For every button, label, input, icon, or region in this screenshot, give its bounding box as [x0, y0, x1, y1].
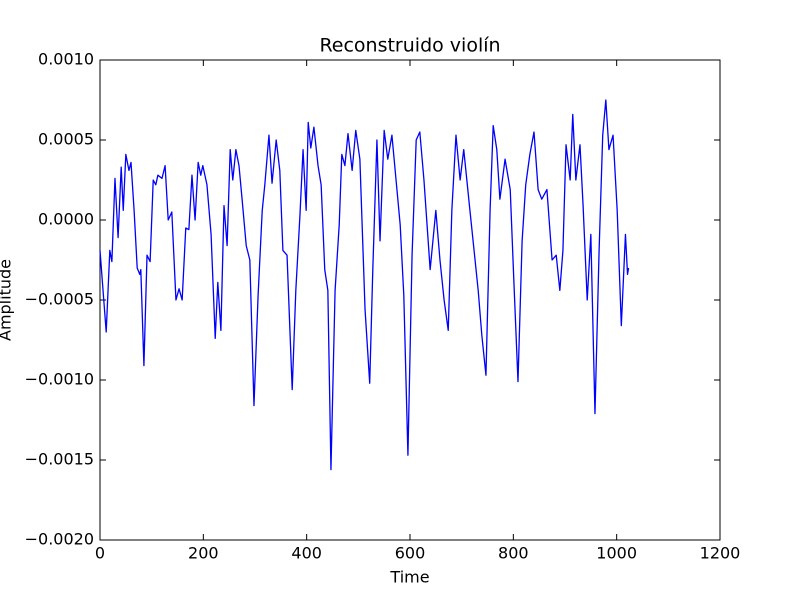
y-tick-label: −0.0010: [25, 370, 94, 389]
x-tick-label: 400: [291, 544, 322, 563]
x-tick-label: 0: [95, 544, 105, 563]
y-tick-label: −0.0015: [25, 450, 94, 469]
y-tick-label: −0.0020: [25, 530, 94, 549]
data-line: [99, 99, 630, 471]
x-tick-label: 600: [395, 544, 426, 563]
y-axis-label: Amplitude: [0, 259, 15, 341]
x-tick-label: 800: [498, 544, 529, 563]
y-tick-label: 0.0000: [38, 210, 94, 229]
y-tick-label: 0.0010: [38, 50, 94, 69]
x-tick-label: 200: [188, 544, 219, 563]
x-tick-label: 1000: [596, 544, 637, 563]
x-tick-label: 1200: [700, 544, 741, 563]
chart-title: Reconstruido violín: [319, 35, 500, 57]
y-tick-label: 0.0005: [38, 130, 94, 149]
x-axis-label: Time: [389, 568, 429, 587]
plot-frame: [99, 59, 721, 541]
y-tick-label: −0.0005: [25, 290, 94, 309]
